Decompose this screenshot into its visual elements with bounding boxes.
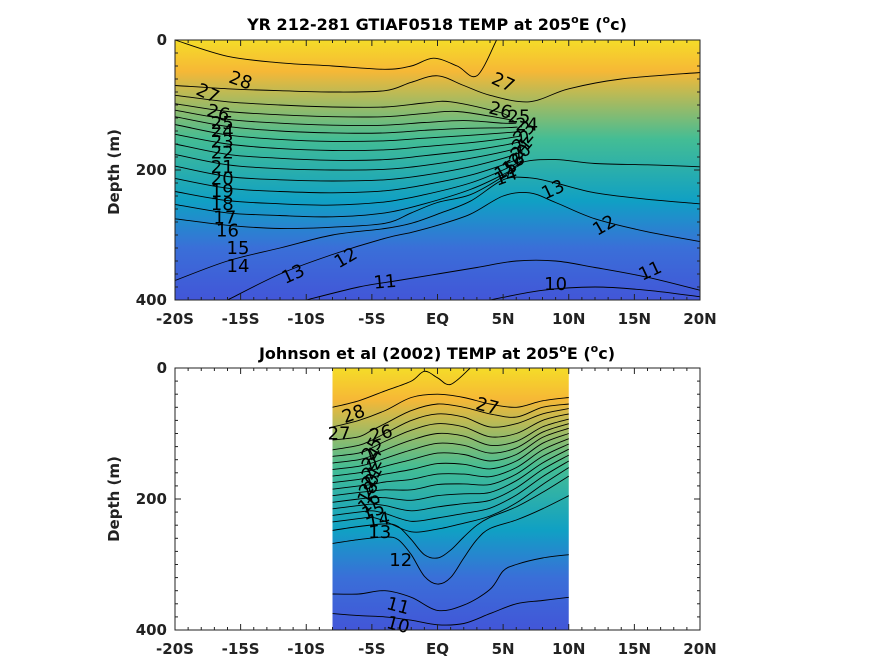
contour-27 [332,393,569,428]
contour-label-15: 15 [227,238,250,259]
contour-25 [332,408,569,451]
contour-label-24: 24 [515,115,538,136]
contour-label-16: 16 [216,220,239,241]
x-tick-label: 15N [618,310,651,328]
x-tick-label: EQ [426,310,449,328]
contour-label-24: 24 [211,121,234,142]
contour-23 [174,116,518,134]
contour-label-25: 25 [507,107,530,128]
panel-bottom-ylabel: Depth (m) [105,456,123,542]
contour-label-23: 23 [211,131,234,152]
panel-top: YR 212-281 GTIAF0518 TEMP at 205oE (oc) … [105,13,717,328]
x-tick-label: -15S [222,310,260,328]
contour-label-25: 25 [211,113,234,134]
contour-25 [174,103,514,122]
contour-12 [227,191,701,301]
contour-label-14: 14 [365,508,391,533]
y-tick-label: 200 [136,161,167,179]
y-tick-label: 0 [157,359,167,377]
contour-28 [174,39,497,78]
contour-19 [332,438,569,490]
contour-18 [174,151,523,182]
x-tick-label: 20N [683,640,716,656]
contour-11 [306,259,701,301]
x-tick-label: -5S [358,640,385,656]
y-tick-label: 400 [136,621,167,639]
panel-top-axes: -20S -15S -10S -5S EQ 5N 10N 15N 20N 0 200 400 [136,31,717,328]
contour-13 [174,176,701,281]
contour-21 [332,427,569,477]
contour-label-22: 22 [211,142,234,163]
panel-bottom-contours [332,367,570,626]
contour-20 [332,433,569,484]
contour-label-13: 13 [368,522,391,543]
contour-13 [332,475,570,559]
contour-label-20: 20 [211,168,234,189]
x-tick-label: -15S [222,640,260,656]
contour-label-18: 18 [211,194,234,215]
contour-27 [174,72,701,103]
panel-bottom-title: Johnson et al (2002) TEMP at 205oE (oc) [258,342,615,363]
x-tick-label: -5S [358,310,385,328]
x-tick-label: -20S [156,310,194,328]
contour-24 [174,109,517,126]
x-tick-label: 10N [552,310,585,328]
panel-top-temperature-field [175,40,700,300]
contour-label-27: 27 [328,424,351,445]
contour-10 [332,596,569,626]
contour-23 [332,418,569,464]
panel-top-title: YR 212-281 GTIAF0518 TEMP at 205oE (oc) [246,13,627,34]
contour-15 [332,460,570,522]
contour-22 [174,124,519,142]
contour-label-10: 10 [544,274,567,295]
y-tick-label: 400 [136,291,167,309]
contour-14 [332,467,570,533]
x-tick-label: EQ [426,640,449,656]
contour-26 [174,94,510,118]
contour-14 [174,159,701,230]
contour-label-19: 19 [211,181,234,202]
contour-16 [332,454,570,512]
contour-20 [174,140,522,161]
temperature-field-fill [332,368,569,630]
contour-28 [332,367,471,408]
x-tick-label: 5N [492,310,515,328]
contour-label-12: 12 [389,550,412,571]
contour-10 [489,286,701,301]
contour-24 [332,413,569,457]
x-tick-label: 10N [552,640,585,656]
temperature-field-fill [175,40,700,300]
contour-label-11: 11 [373,271,398,294]
contour-15 [174,164,521,218]
panel-bottom: Johnson et al (2002) TEMP at 205oE (oc) … [105,342,717,656]
x-tick-label: 20N [683,310,716,328]
x-tick-label: 15N [618,640,651,656]
contour-label-10: 10 [384,612,412,638]
contour-label-17: 17 [213,207,236,228]
contour-11 [332,554,569,612]
panel-bottom-axes: -20S -15S -10S -5S EQ 5N 10N 15N 20N 0 200 400 [136,359,717,656]
y-tick-label: 200 [136,490,167,508]
x-tick-label: -10S [287,640,325,656]
contour-21 [174,133,521,152]
contour-16 [174,160,522,206]
contour-12 [332,495,570,585]
y-tick-label: 0 [157,31,167,49]
contour-26 [332,403,569,441]
contour-label-21: 21 [211,157,234,178]
contour-label-14: 14 [227,256,250,277]
contour-22 [332,423,569,470]
x-tick-label: -10S [287,310,325,328]
panel-top-contours [174,39,701,301]
contour-18 [332,443,569,497]
contour-17 [174,156,523,194]
x-tick-label: 5N [492,640,515,656]
x-tick-label: -20S [156,640,194,656]
panel-top-ylabel: Depth (m) [105,129,123,215]
panel-bottom-temperature-field [332,368,569,630]
contour-19 [174,146,523,171]
contour-17 [332,448,570,503]
